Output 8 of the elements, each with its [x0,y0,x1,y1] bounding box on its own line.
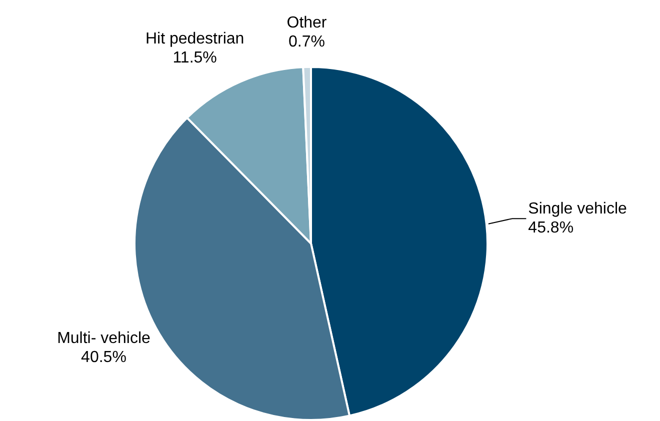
data-label: 45.8% [528,219,574,236]
data-label: 11.5% [172,49,217,66]
slice-label: Other [286,14,328,32]
data-label: 0.7% [288,33,325,50]
data-label: 40.5% [81,349,126,366]
slice-label: Hit pedestrian [145,30,244,48]
slice-label: Single vehicle [528,200,628,218]
slice-label: Multi- vehicle [57,330,151,348]
